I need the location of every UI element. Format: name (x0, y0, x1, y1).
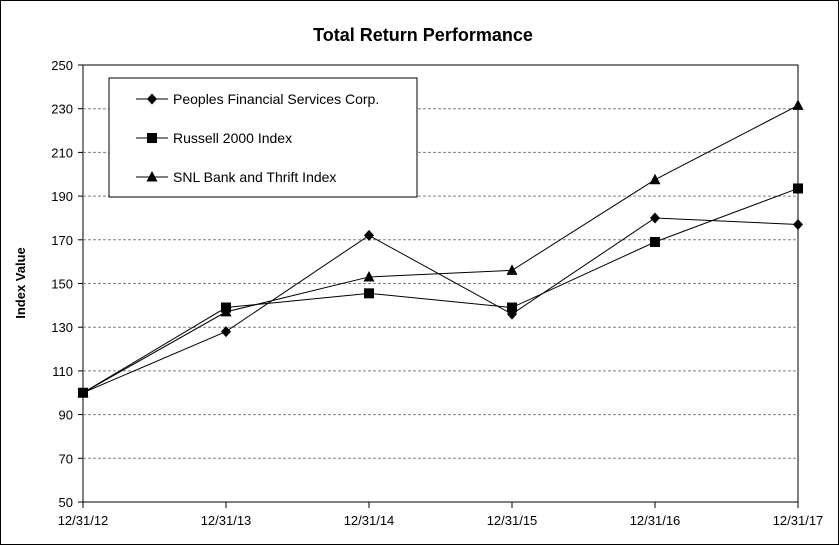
y-tick-label: 170 (51, 233, 73, 248)
x-tick-label: 12/31/13 (201, 513, 252, 528)
y-tick-label: 190 (51, 189, 73, 204)
data-point-diamond (364, 229, 374, 241)
x-tick-label: 12/31/14 (344, 513, 395, 528)
data-point-square (507, 302, 517, 313)
data-point-diamond (650, 212, 660, 224)
data-point-triangle (792, 99, 804, 110)
series-line (82, 187, 799, 394)
data-point-triangle (363, 270, 375, 282)
x-tick-label: 12/31/12 (58, 513, 109, 528)
series-line (82, 217, 799, 394)
y-axis-ticks: 50 70 90 110 130 150 170 190 210 230 250 (51, 58, 83, 510)
data-point-triangle (506, 264, 518, 275)
data-point-diamond (793, 219, 803, 231)
y-tick-label: 70 (59, 451, 73, 466)
series-group (77, 99, 804, 399)
x-axis-ticks: 12/31/12 12/31/13 12/31/14 12/31/15 12/31/16… (58, 502, 824, 528)
data-point-triangle (77, 386, 89, 398)
legend-marker-triangle (146, 171, 158, 182)
legend-label: Russell 2000 Index (173, 130, 292, 146)
x-tick-label: 12/31/17 (773, 513, 824, 528)
legend-marker-diamond (147, 93, 157, 105)
legend-label: Peoples Financial Services Corp. (173, 91, 379, 107)
y-tick-label: 230 (51, 102, 73, 117)
series-line (82, 104, 799, 394)
chart-title: Total Return Performance (313, 25, 533, 45)
data-point-triangle (649, 173, 661, 185)
series-2 (78, 183, 803, 398)
y-tick-label: 150 (51, 277, 73, 292)
legend: Peoples Financial Services Corp. Russell … (108, 77, 418, 198)
legend-marker-square (147, 133, 157, 143)
legend-label: SNL Bank and Thrift Index (173, 169, 336, 185)
y-axis-label: Index Value (13, 247, 28, 319)
series-1 (78, 212, 803, 399)
data-point-square (650, 236, 660, 247)
x-tick-label: 12/31/16 (630, 513, 681, 528)
data-point-square (793, 183, 803, 194)
y-tick-label: 250 (51, 58, 73, 73)
data-point-square (364, 288, 374, 299)
series-3 (77, 99, 804, 398)
x-tick-label: 12/31/15 (487, 513, 538, 528)
y-tick-label: 130 (51, 320, 73, 335)
y-tick-label: 50 (59, 495, 73, 510)
y-tick-label: 110 (52, 364, 73, 379)
y-tick-label: 90 (59, 408, 73, 423)
data-point-triangle (220, 305, 232, 317)
y-tick-label: 210 (51, 145, 73, 160)
data-point-diamond (221, 326, 231, 338)
gridlines (83, 108, 798, 459)
